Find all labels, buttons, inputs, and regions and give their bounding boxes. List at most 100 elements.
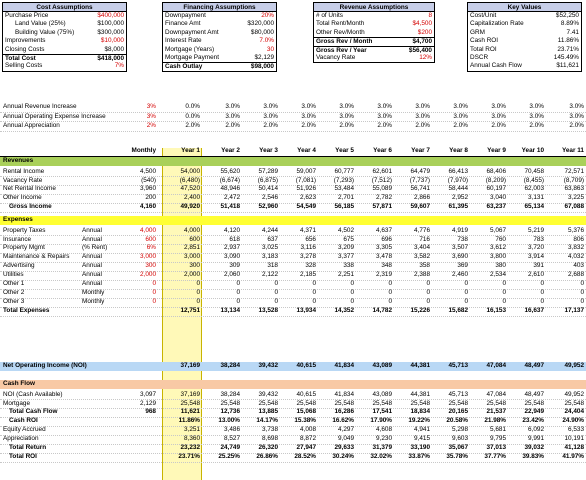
revenues-section-header[interactable]: Revenues <box>0 157 586 166</box>
financing-row[interactable]: Downpayment 20% <box>163 12 276 20</box>
financing-row[interactable]: Interest Rate 7.0% <box>163 37 276 45</box>
cashflow-row[interactable]: Appreciation 8,360 8,527 8,698 8,872 9,049 9,2… <box>0 435 586 444</box>
expenses-row[interactable]: Utilities Annual 2,000 2,000 2,060 2,122 2,185… <box>0 271 586 280</box>
keyvalues-value[interactable]: 8.89% <box>560 20 579 28</box>
expenses-value: 5,219 <box>528 226 544 234</box>
revenue-value[interactable]: 8 <box>428 12 432 19</box>
cashflow-row[interactable]: Total ROI 23.71% 25.25% 26.86% 28.52% 30.24% 3… <box>0 453 586 462</box>
revenues-row[interactable]: Vacancy Rate (540) (6,480) (6,674) (6,875) (7… <box>0 177 586 186</box>
keyvalues-value[interactable]: $11,621 <box>556 62 579 70</box>
expenses-value: 3,000 <box>184 253 200 261</box>
revenue-row[interactable]: Gross Rev / Year $56,400 <box>314 45 434 54</box>
column-header-row[interactable]: Monthly Year 1 Year 2 Year 3 Year 4 Year 5 Yea… <box>0 147 586 156</box>
financing-value[interactable]: 7.0% <box>259 37 274 45</box>
keyvalues-row[interactable]: Cash ROI 11.86% <box>468 37 581 45</box>
financing-row[interactable]: Finance Amt $320,000 <box>163 20 276 28</box>
revenue-row[interactable]: Vacancy Rate 12% <box>314 54 434 62</box>
cashflow-section-header[interactable]: Cash Flow <box>0 380 586 389</box>
cost-value[interactable]: 7% <box>114 62 124 70</box>
expenses-value: 0 <box>540 289 544 297</box>
revenue-value[interactable]: $4,500 <box>412 20 432 28</box>
cashflow-value: 41,834 <box>334 390 354 398</box>
expenses-value: 318 <box>267 262 278 270</box>
revenues-value: 54,000 <box>180 167 200 175</box>
keyvalues-value[interactable]: 23.71% <box>557 45 579 53</box>
cashflow-row[interactable]: Equity Accrued 3,251 3,486 3,738 4,008 4,297 4… <box>0 426 586 435</box>
expenses-row[interactable]: Property Mgmt (% Rent) 6% 2,851 2,937 3,025 3,… <box>0 244 586 253</box>
increase-row[interactable]: Annual Operating Expense Increase 3% 0.0% 3… <box>0 113 586 122</box>
expenses-row[interactable]: Other 3 Monthly 0 0 0 0 0 0 0 0 0 0 0 0 <box>0 298 586 307</box>
revenue-value[interactable]: $4,700 <box>412 38 432 46</box>
revenues-value: 51,926 <box>296 185 316 193</box>
revenue-value[interactable]: 12% <box>419 53 432 61</box>
expenses-row[interactable]: Total Expenses 12,751 13,134 13,528 13,934 14… <box>0 307 586 316</box>
cashflow-row[interactable]: Cash ROI 11.86% 13.00% 14.17% 15.38% 16.62% 17… <box>0 417 586 426</box>
financing-row[interactable]: Cash Outlay $98,000 <box>163 62 276 71</box>
financing-row[interactable]: Mortgage (Years) 30 <box>163 46 276 54</box>
financing-row[interactable]: Mortgage Payment $2,129 <box>163 54 276 62</box>
financing-value[interactable]: $80,000 <box>250 28 274 36</box>
financing-value[interactable]: $320,000 <box>247 20 274 28</box>
expenses-section-header[interactable]: Expenses <box>0 216 586 225</box>
cost-row[interactable]: Total Cost $418,000 <box>3 53 126 62</box>
cost-value[interactable]: $10,000 <box>100 37 124 45</box>
cost-value[interactable]: $8,000 <box>104 45 124 53</box>
revenue-value[interactable]: $56,400 <box>408 46 432 54</box>
cashflow-row[interactable]: Total Return 23,232 24,749 26,320 27,947 29,6… <box>0 444 586 453</box>
keyvalues-row[interactable]: Annual Cash Flow $11,621 <box>468 62 581 70</box>
cost-row[interactable]: Purchase Price $400,000 <box>3 12 126 20</box>
cashflow-value: 21,537 <box>486 408 506 416</box>
cost-value[interactable]: $300,000 <box>97 28 124 36</box>
keyvalues-row[interactable]: GRM 7.41 <box>468 29 581 37</box>
revenues-row[interactable]: Gross Income 4,160 49,920 51,418 52,960 54,54… <box>0 203 586 212</box>
revenues-row[interactable]: Rental Income 4,500 54,000 55,620 57,289 59,0… <box>0 168 586 177</box>
cost-value[interactable]: $418,000 <box>97 54 124 62</box>
cost-row[interactable]: Building Value (75%) $300,000 <box>3 29 126 37</box>
financing-value[interactable]: $2,129 <box>254 53 274 61</box>
cashflow-value: 24.90% <box>562 417 584 425</box>
keyvalues-row[interactable]: Total ROI 23.71% <box>468 46 581 54</box>
revenues-value: 2,952 <box>452 194 468 202</box>
increase-row[interactable]: Annual Appreciation 2% 2.0% 2.0% 2.0% 2.0% 2.0… <box>0 122 586 131</box>
cost-value[interactable]: $400,000 <box>97 12 124 19</box>
keyvalues-row[interactable]: DSCR 145.49% <box>468 54 581 62</box>
revenues-row[interactable]: Other Income 200 2,400 2,472 2,546 2,623 2,701… <box>0 194 586 203</box>
increase-row[interactable]: Annual Revenue Increase 3% 0.0% 3.0% 3.0% 3.0… <box>0 103 586 112</box>
expenses-row[interactable]: Other 2 Monthly 0 0 0 0 0 0 0 0 0 0 0 0 <box>0 289 586 298</box>
cashflow-row[interactable]: NOI (Cash Available) 3,097 37,169 38,284 39,… <box>0 391 586 400</box>
cashflow-row[interactable]: Total Cash Flow 968 11,621 12,736 13,885 15,0… <box>0 408 586 417</box>
increase-value: 2.0% <box>453 122 468 130</box>
revenues-value: 54,549 <box>296 203 316 211</box>
cost-row[interactable]: Closing Costs $8,000 <box>3 46 126 54</box>
cashflow-row[interactable]: Mortgage 2,129 25,548 25,548 25,548 25,548 25,… <box>0 400 586 409</box>
expenses-row[interactable]: Insurance Annual 600 600 618 637 656 675 696 716 7… <box>0 236 586 245</box>
expenses-value: 0 <box>274 298 278 306</box>
revenues-row[interactable]: Net Rental Income 3,960 47,520 48,946 50,414… <box>0 185 586 194</box>
cost-value[interactable]: $100,000 <box>97 20 124 28</box>
financing-value[interactable]: 20% <box>261 12 274 19</box>
revenue-row[interactable]: # of Units 8 <box>314 12 434 20</box>
keyvalues-value[interactable]: 145.49% <box>553 53 579 61</box>
expenses-row[interactable]: Other 1 Annual 0 0 0 0 0 0 0 0 0 0 0 0 <box>0 280 586 289</box>
cashflow-value: 5,298 <box>452 426 468 434</box>
cost-row[interactable]: Land Value (25%) $100,000 <box>3 20 126 28</box>
keyvalues-value[interactable]: $52,250 <box>555 12 579 19</box>
expenses-row[interactable]: Maintenance & Repairs Annual 3,000 3,000 3,0… <box>0 253 586 262</box>
expenses-row[interactable]: Advertising Annual 300 300 309 318 328 338 348 35… <box>0 262 586 271</box>
keyvalues-value[interactable]: 7.41 <box>566 28 579 36</box>
increase-value: 3.0% <box>529 112 544 120</box>
revenue-row[interactable]: Gross Rev / Month $4,700 <box>314 37 434 46</box>
revenue-row[interactable]: Other Rev/Month $200 <box>314 29 434 37</box>
revenue-row[interactable]: Total Rent/Month $4,500 <box>314 20 434 28</box>
financing-value[interactable]: 30 <box>266 45 274 53</box>
noi-row[interactable]: Net Operating Income (NOI) 37,169 38,284 39… <box>0 362 586 371</box>
keyvalues-row[interactable]: Cost/Unit $52,250 <box>468 12 581 20</box>
expenses-row[interactable]: Property Taxes Annual 4,000 4,000 4,120 4,244… <box>0 227 586 236</box>
financing-row[interactable]: Downpayment Amt $80,000 <box>163 29 276 37</box>
keyvalues-row[interactable]: Capitalization Rate 8.89% <box>468 20 581 28</box>
revenue-value[interactable]: $200 <box>417 28 432 36</box>
keyvalues-value[interactable]: 11.86% <box>557 37 579 45</box>
cost-row[interactable]: Improvements $10,000 <box>3 37 126 45</box>
financing-value[interactable]: $98,000 <box>250 63 274 71</box>
cost-row[interactable]: Selling Costs 7% <box>3 62 126 70</box>
